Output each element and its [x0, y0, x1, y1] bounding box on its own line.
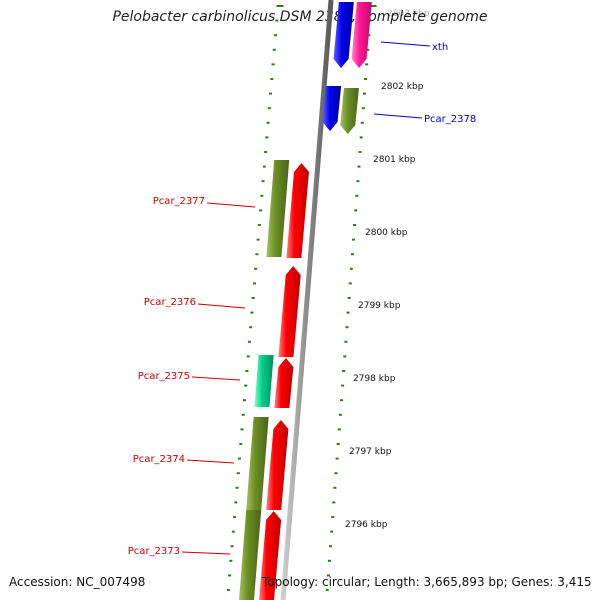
kbp-tick-label: 2803 kbp: [387, 9, 430, 19]
gene-label-leader: [197, 303, 246, 309]
kbp-tick-label: 2801 kbp: [373, 155, 416, 165]
gene-label-leader: [181, 551, 231, 555]
cds-2373-olive: [239, 510, 262, 600]
kbp-tick-label: 2798 kbp: [353, 374, 396, 384]
cds-xth-blue: [333, 2, 354, 68]
cds-2374-red: [266, 420, 289, 510]
gene-label-pcar-2373[interactable]: Pcar_2373: [128, 546, 180, 557]
gene-label-pcar-2378[interactable]: Pcar_2378: [424, 114, 476, 125]
gene-label-leader: [206, 202, 256, 208]
gene-label-pcar-2377[interactable]: Pcar_2377: [153, 196, 205, 207]
cds-2373-red: [259, 511, 282, 600]
kbp-tick-layer: [226, 5, 377, 591]
kbp-tick-label: 2802 kbp: [381, 82, 424, 92]
cds-2378-blue: [322, 86, 342, 131]
map-title: Pelobacter carbinolicus DSM 2380, comple…: [112, 9, 488, 25]
gene-label-pcar-2375[interactable]: Pcar_2375: [138, 371, 190, 382]
gene-label-leader: [373, 113, 423, 119]
cds-2374-olive: [246, 417, 269, 510]
accession-text: Accession: NC_007498: [9, 575, 146, 589]
gene-label-leader: [186, 459, 235, 464]
gene-label-xth[interactable]: xth: [432, 42, 448, 53]
gene-label-pcar-2374[interactable]: Pcar_2374: [133, 454, 185, 465]
genome-summary-text: Topology: circular; Length: 3,665,893 bp…: [262, 575, 592, 589]
kbp-tick-label: 2800 kbp: [365, 228, 408, 238]
kbp-tick-label: 2796 kbp: [345, 520, 388, 530]
cds-2378-olive: [340, 88, 359, 134]
genome-backbone: [280, 0, 334, 600]
cds-xth-pink: [351, 2, 372, 68]
cds-2377-olive: [266, 160, 290, 257]
gene-feature-layer: [239, 2, 372, 600]
gene-label-pcar-2376[interactable]: Pcar_2376: [144, 297, 196, 308]
cds-2377-red: [286, 163, 309, 258]
cds-2376-red: [278, 266, 301, 357]
kbp-tick-label: 2797 kbp: [349, 447, 392, 457]
cds-2375-teal: [254, 355, 274, 407]
gene-label-leader: [191, 376, 241, 381]
gene-label-leader: [380, 41, 431, 47]
kbp-tick-label: 2799 kbp: [358, 301, 401, 311]
cds-2375-red: [274, 358, 294, 408]
